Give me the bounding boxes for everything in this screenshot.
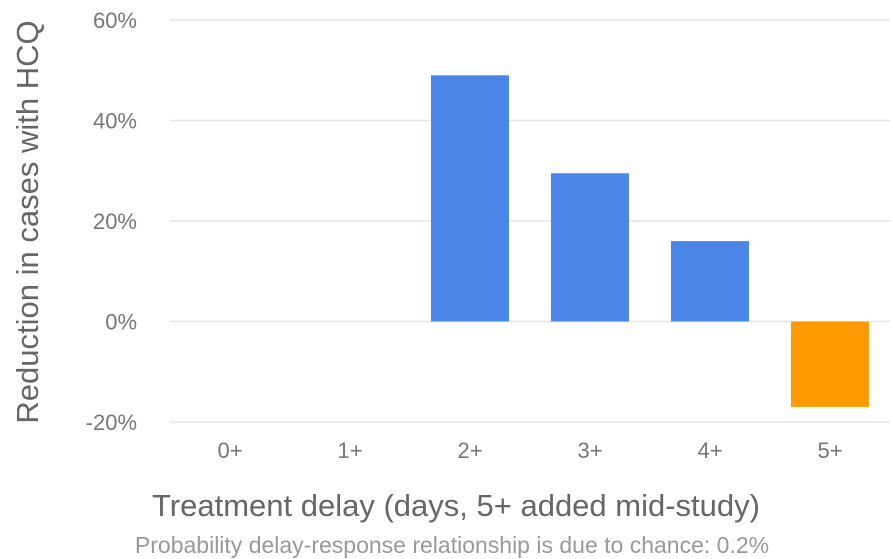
x-tick-label: 1+	[337, 438, 362, 463]
bar-5plus	[791, 321, 869, 407]
y-tick-label: 20%	[93, 209, 137, 234]
y-tick-label: -20%	[86, 410, 137, 435]
y-tick-label: 40%	[93, 109, 137, 134]
bar-4plus	[671, 241, 749, 322]
x-tick-label: 3+	[577, 438, 602, 463]
x-tick-label: 4+	[697, 438, 722, 463]
gridlines	[170, 19, 890, 423]
y-tick-label: 60%	[93, 8, 137, 33]
x-tick-labels: 0+ 1+ 2+ 3+ 4+ 5+	[217, 438, 842, 463]
bars	[431, 75, 869, 407]
chart-caption: Probability delay-response relationship …	[135, 532, 769, 558]
bar-3plus	[551, 173, 629, 322]
y-tick-label: 0%	[105, 310, 137, 335]
x-axis-title: Treatment delay (days, 5+ added mid-stud…	[152, 488, 760, 523]
x-tick-label: 5+	[817, 438, 842, 463]
bar-2plus	[431, 75, 509, 322]
x-tick-label: 0+	[217, 438, 242, 463]
y-tick-labels: -20% 0% 20% 40% 60%	[86, 8, 137, 435]
x-tick-label: 2+	[457, 438, 482, 463]
y-axis-title: Reduction in cases with HCQ	[10, 20, 45, 423]
